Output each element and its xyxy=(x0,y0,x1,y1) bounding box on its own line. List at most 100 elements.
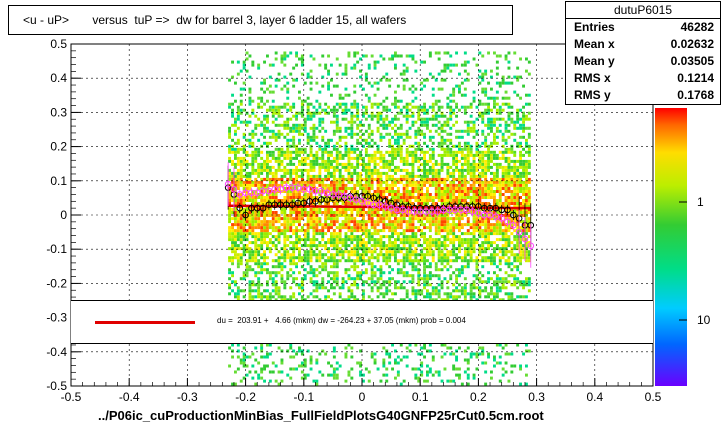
density-cell xyxy=(399,123,403,127)
density-cell xyxy=(388,132,392,136)
density-cell xyxy=(417,367,421,371)
density-cell xyxy=(364,196,368,199)
density-cell xyxy=(411,214,415,217)
density-cell xyxy=(495,81,499,85)
density-cell xyxy=(402,286,406,290)
density-cell xyxy=(379,183,383,187)
density-cell xyxy=(332,373,336,377)
density-cell xyxy=(373,193,377,196)
density-cell xyxy=(373,60,377,64)
density-cell xyxy=(396,144,400,148)
density-cell xyxy=(501,220,505,224)
density-cell xyxy=(382,271,386,275)
density-cell xyxy=(295,147,298,151)
density-cell xyxy=(481,132,485,136)
density-cell xyxy=(303,120,307,124)
density-cell xyxy=(277,72,281,76)
density-cell xyxy=(510,120,514,124)
density-cell xyxy=(487,150,490,154)
density-cell xyxy=(484,220,488,224)
density-cell xyxy=(460,268,464,272)
density-cell xyxy=(510,370,514,374)
density-cell xyxy=(396,147,400,151)
density-cell xyxy=(344,87,348,91)
density-cell xyxy=(373,159,377,163)
density-cell xyxy=(303,180,307,184)
density-cell xyxy=(501,235,505,239)
density-cell xyxy=(242,220,246,224)
density-cell xyxy=(280,202,284,205)
density-cell xyxy=(321,153,325,157)
density-cell xyxy=(312,238,316,242)
density-cell xyxy=(519,211,522,214)
density-cell xyxy=(260,253,264,257)
density-cell xyxy=(271,90,275,94)
density-cell xyxy=(362,196,365,199)
density-cell xyxy=(347,156,351,160)
density-cell xyxy=(428,196,432,199)
density-cell xyxy=(408,126,412,130)
density-cell xyxy=(382,346,386,350)
density-cell xyxy=(402,262,406,266)
density-cell xyxy=(274,202,278,205)
density-cell xyxy=(251,135,255,139)
density-cell xyxy=(364,162,368,166)
density-cell xyxy=(469,168,473,172)
density-cell xyxy=(330,235,333,239)
density-cell xyxy=(452,153,456,157)
density-cell xyxy=(478,180,482,184)
density-cell xyxy=(426,162,429,166)
density-cell xyxy=(263,126,266,130)
density-cell xyxy=(277,153,281,157)
density-cell xyxy=(493,226,496,230)
density-cell xyxy=(292,135,296,139)
density-cell xyxy=(504,159,508,163)
density-cell xyxy=(460,190,464,193)
density-cell xyxy=(388,250,392,254)
density-cell xyxy=(417,132,421,136)
density-cell xyxy=(245,153,249,157)
density-cell xyxy=(318,229,322,233)
density-cell xyxy=(493,135,496,139)
density-cell xyxy=(271,265,275,269)
density-cell xyxy=(289,138,293,142)
density-cell xyxy=(257,211,261,214)
density-cell xyxy=(391,126,394,130)
density-cell xyxy=(298,123,301,127)
density-cell xyxy=(472,159,476,163)
density-cell xyxy=(469,355,473,359)
density-cell xyxy=(353,63,357,67)
density-cell xyxy=(228,283,231,287)
density-cell xyxy=(504,150,508,154)
density-cell xyxy=(417,193,421,196)
density-cell xyxy=(399,232,403,236)
density-cell xyxy=(437,226,441,230)
density-cell xyxy=(449,174,453,178)
density-cell xyxy=(350,211,354,214)
density-cell xyxy=(466,238,470,242)
density-cell xyxy=(431,117,435,121)
density-cell xyxy=(466,147,470,151)
density-cell xyxy=(507,180,511,184)
density-cell xyxy=(239,159,243,163)
density-cell xyxy=(516,244,520,248)
density-cell xyxy=(495,177,499,181)
density-cell xyxy=(481,256,485,260)
density-cell xyxy=(292,208,296,211)
density-cell xyxy=(274,274,278,278)
density-cell xyxy=(440,379,444,383)
density-cell xyxy=(431,180,435,184)
density-cell xyxy=(495,153,499,157)
density-cell xyxy=(423,235,426,239)
density-cell xyxy=(420,183,424,187)
density-cell xyxy=(330,190,333,193)
density-cell xyxy=(300,168,304,172)
density-cell xyxy=(460,232,464,236)
density-cell xyxy=(460,196,464,199)
density-cell xyxy=(277,202,281,205)
density-cell xyxy=(257,123,261,127)
density-cell xyxy=(414,190,418,193)
density-cell xyxy=(388,84,392,88)
density-cell xyxy=(449,241,453,245)
density-cell xyxy=(364,165,368,169)
